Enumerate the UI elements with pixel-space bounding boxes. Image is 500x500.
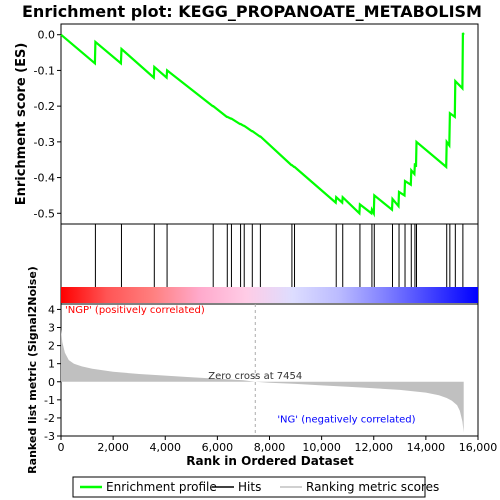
x-tick-label: 16,000 — [459, 441, 498, 454]
x-tick-label: 14,000 — [407, 441, 446, 454]
metric-y-tick-label: 2 — [48, 340, 55, 353]
metric-y-tick-label: -1 — [44, 394, 55, 407]
metric-y-tick-label: 0 — [48, 376, 55, 389]
x-tick-label: 6,000 — [202, 441, 234, 454]
metric-y-tick-label: 4 — [48, 303, 55, 316]
x-tick-label: 4,000 — [150, 441, 182, 454]
x-axis-label: Rank in Ordered Dataset — [186, 454, 354, 468]
negative-correlation-label: 'NG' (negatively correlated) — [277, 414, 415, 425]
es-y-tick-label: -0.1 — [34, 64, 55, 77]
legend: Enrichment profile Hits Ranking metric sco… — [72, 476, 439, 498]
metric-y-tick-label: 3 — [48, 322, 55, 335]
hits-panel — [60, 223, 479, 305]
rank-color-bar — [61, 287, 478, 303]
legend-label: Ranking metric scores — [306, 480, 439, 494]
metric-y-tick-label: -3 — [44, 430, 55, 443]
x-tick-label: 8,000 — [254, 441, 286, 454]
enrichment-profile-line — [60, 32, 465, 218]
x-tick-label: 0 — [58, 441, 65, 454]
ranking-metric-area — [61, 329, 464, 433]
es-y-axis-label: Enrichment score (ES) — [14, 43, 29, 206]
es-plot-frame — [60, 23, 479, 225]
chart-title: Enrichment plot: KEGG_PROPANOATE_METABOL… — [22, 2, 482, 21]
es-y-tick-label: 0.0 — [38, 29, 56, 42]
es-y-tick-label: -0.5 — [34, 207, 55, 220]
metric-y-tick-label: 1 — [48, 358, 55, 371]
positive-correlation-label: 'NGP' (positively correlated) — [65, 305, 205, 316]
es-y-tick-label: -0.2 — [34, 100, 55, 113]
metric-panel: 4 3 2 1 0 -1 -2 -3 0 2,000 4,000 6,000 8,000 10,000 1… — [26, 266, 497, 474]
x-tick-label: 12,000 — [355, 441, 394, 454]
es-y-tick-label: -0.4 — [34, 172, 55, 185]
legend-label: Hits — [238, 480, 261, 494]
x-tick-label: 2,000 — [97, 441, 129, 454]
metric-y-tick-label: -2 — [44, 412, 55, 425]
legend-label: Enrichment profile — [106, 480, 217, 494]
metric-y-axis-label: Ranked list metric (Signal2Noise) — [26, 266, 39, 474]
zero-cross-label: Zero cross at 7454 — [208, 371, 302, 382]
es-panel: 0.0 -0.1 -0.2 -0.3 -0.4 -0.5 Enrichment score… — [14, 23, 479, 225]
es-y-tick-label: -0.3 — [34, 136, 55, 149]
x-tick-label: 10,000 — [302, 441, 341, 454]
legend-box — [72, 476, 426, 498]
